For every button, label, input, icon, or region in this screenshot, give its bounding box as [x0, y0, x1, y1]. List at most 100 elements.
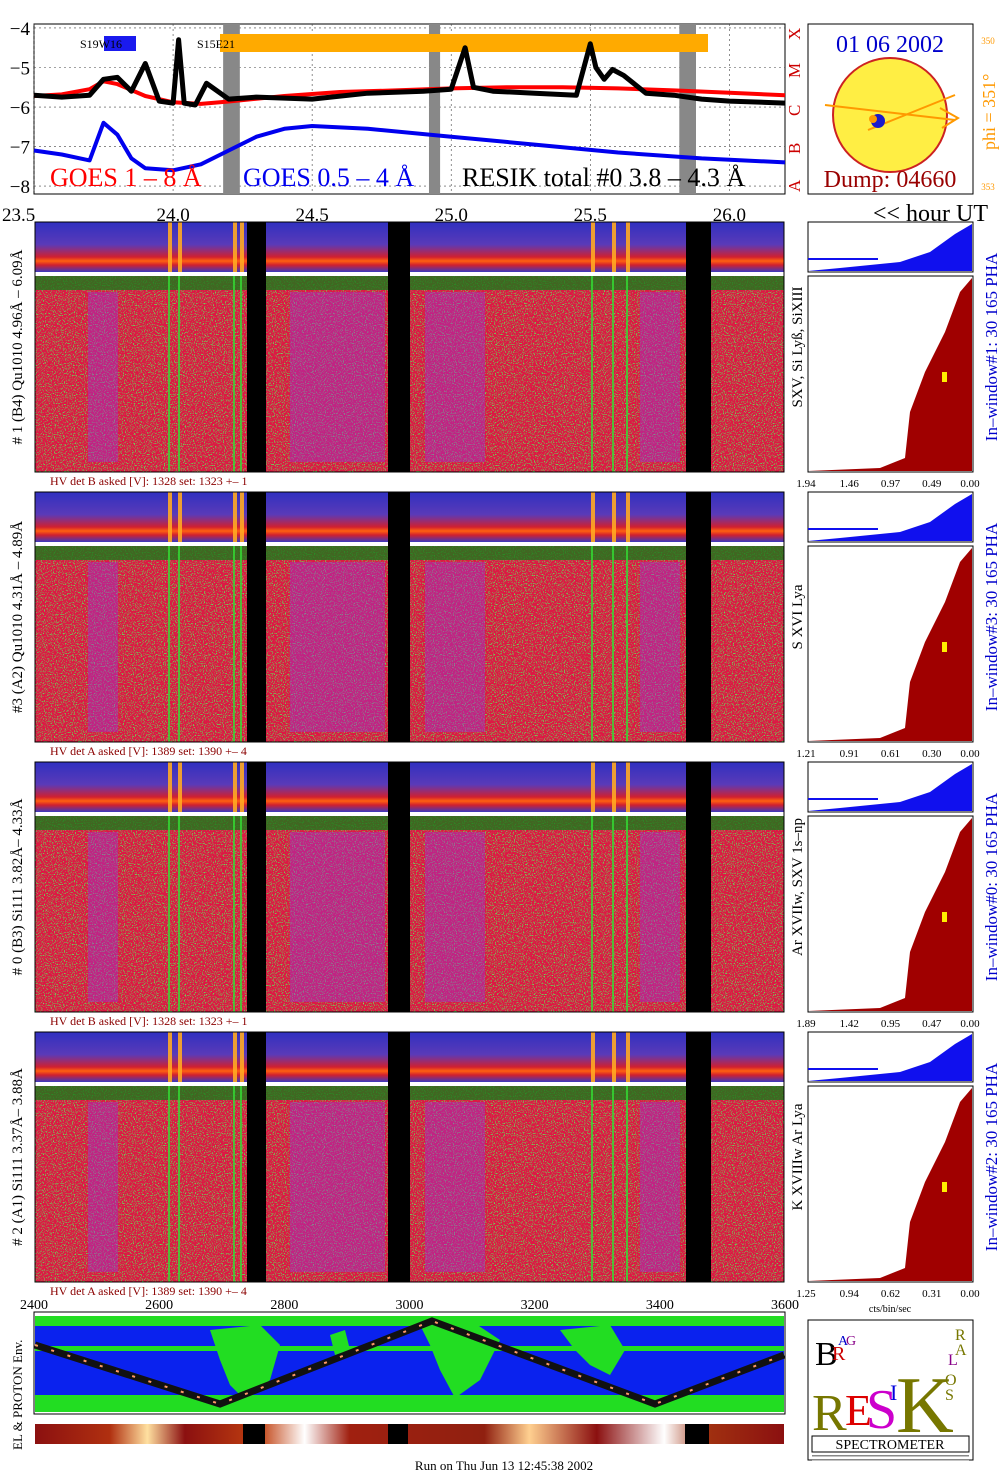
hv-status: HV det B asked [V]: 1328 set: 1323 +– 1: [50, 1014, 248, 1028]
data-gap: [388, 1032, 410, 1282]
flare-column: [233, 1032, 237, 1082]
data-gap: [388, 222, 410, 472]
detector-label: # 2 (A1) Si111 3.37Å– 3.88Å: [10, 1068, 26, 1246]
pha-marker: [942, 1182, 947, 1192]
orbit-tick-label: 3000: [396, 1298, 424, 1313]
pha-histogram: [808, 818, 972, 1011]
land-masses: [35, 1316, 784, 1412]
pha-x-label: cts/bin/sec: [869, 1304, 912, 1315]
hv-status: HV det A asked [V]: 1389 set: 1390 +– 4: [50, 744, 247, 758]
goes-class-a: A: [785, 179, 804, 192]
pha-tick-label: 0.47: [922, 1018, 942, 1030]
logo-letter-a2: A: [955, 1342, 967, 1359]
flare-column: [240, 762, 244, 812]
pha-tick-label: 0.94: [840, 1288, 860, 1300]
flare-column: [178, 222, 182, 272]
flare-label-2: S15E21: [197, 37, 235, 51]
logo-banner: [811, 1435, 970, 1453]
satellite-track: [33, 1317, 786, 1408]
logo-letter-s: S: [866, 1379, 897, 1441]
orbit-label: EL & PROTON Env.: [10, 1340, 25, 1450]
data-gap: [247, 762, 266, 1012]
intensity-band: [290, 832, 385, 1002]
logo-letter-r: R: [832, 1343, 846, 1365]
in-window-label: In–window#2: 30 165 PHA: [982, 1062, 1001, 1251]
logo-letter-a: A: [838, 1334, 849, 1349]
flare-column-low: [612, 816, 614, 1012]
flare-column-low: [178, 816, 180, 1012]
flare-label-1: S19W16: [80, 37, 122, 51]
logo-spectrometer-text: SPECTROMETER: [836, 1438, 946, 1453]
particle-gap-3: [685, 1424, 709, 1444]
lightcurve-series: [33, 37, 786, 173]
flare-column: [626, 222, 630, 272]
pha-tick-label: 0.30: [922, 748, 942, 760]
goes-class-x: X: [785, 28, 804, 40]
data-gap-band: [679, 24, 696, 194]
pha-small-histogram: [808, 494, 972, 541]
data-gap: [686, 492, 711, 742]
spectrogram-panel-0: HV det B asked [V]: 1328 set: 1323 +– 1 #…: [10, 221, 1001, 490]
pha-tick-label: 0.97: [881, 478, 901, 490]
flare-column: [612, 762, 616, 812]
y-tick-label: −4: [10, 19, 31, 40]
flare-column: [591, 222, 595, 272]
pha-tick-label: 0.61: [881, 748, 900, 760]
intensity-band: [88, 832, 118, 1002]
pha-tick-label: 1.94: [796, 478, 816, 490]
line-label: Ar XVIIw, SXV 1s–np: [790, 818, 806, 956]
x-tick-label: 24.5: [296, 205, 329, 226]
line-label: K XVIIIw Ar Lya: [790, 1103, 806, 1210]
in-window-label: In–window#0: 30 165 PHA: [982, 792, 1001, 981]
pha-tick-label: 0.00: [960, 1288, 980, 1300]
intensity-band: [640, 292, 680, 462]
pha-small-histogram: [808, 224, 972, 271]
legend-goes-05-4: GOES 0.5 – 4 Å: [243, 163, 414, 192]
x-tick-label: 23.5: [2, 205, 35, 226]
phi-tick-bottom: 353: [981, 182, 995, 192]
data-gap-band: [428, 24, 441, 194]
phi-arrow-icon: [939, 107, 960, 129]
flare-marker-2: [220, 34, 708, 52]
goes-lightcurve-plot: S19W16 S15E21 −4 −5 −6 −7 −8 23.5 24.0 24.5 25.0…: [2, 19, 988, 227]
logo-letter-o: O: [945, 1372, 957, 1389]
logo-letter-k: K: [896, 1362, 954, 1450]
observation-date: 01 06 2002: [836, 32, 944, 58]
flare-column-low: [233, 546, 235, 742]
in-window-label: In–window#1: 30 165 PHA: [982, 252, 1001, 441]
pha-small-spike: [808, 258, 878, 260]
particle-flux-bar: [35, 1424, 784, 1444]
run-footer: Run on Thu Jun 13 12:45:38 2002: [414, 1458, 594, 1473]
in-window-label: In–window#3: 30 165 PHA: [982, 522, 1001, 711]
flare-column: [591, 492, 595, 542]
intensity-band: [88, 1102, 118, 1272]
orbit-environment-panel: EL & PROTON Env. 2400 2600 2800 3000 3200 340…: [10, 1298, 799, 1450]
intensity-band: [425, 292, 485, 462]
bragg-resik-logo: B R A G R E S I K S O L A R SPECTROMETER: [807, 1319, 974, 1461]
phi-tick-top: 350: [981, 36, 995, 46]
pointing-marker-inner: [869, 115, 877, 123]
pha-tick-label: 1.42: [840, 1018, 859, 1030]
flare-marker-1: [104, 36, 136, 51]
detector-label: # 1 (B4) Qu1010 4.96Å – 6.09Å: [10, 249, 26, 444]
panel-frame: [34, 491, 785, 743]
y-tick-label: −8: [10, 177, 30, 198]
pha-small-spike: [808, 798, 878, 800]
lightcurve-title: RESIK total #0 3.8 – 4.3 Å: [462, 163, 745, 192]
orbit-tick-label: 2400: [20, 1298, 48, 1313]
pha-small-spike: [808, 528, 878, 530]
flare-column: [168, 762, 172, 812]
logo-letter-b: B: [815, 1336, 838, 1373]
flare-column: [612, 492, 616, 542]
flare-column: [591, 1032, 595, 1082]
goes-class-b: B: [785, 143, 804, 154]
data-gap: [686, 222, 711, 472]
flare-column: [591, 762, 595, 812]
data-gap: [686, 762, 711, 1012]
intensity-band: [425, 832, 485, 1002]
hv-status: HV det A asked [V]: 1389 set: 1390 +– 4: [50, 1284, 247, 1298]
panel-frame: [34, 1031, 785, 1283]
lightcurve-grid: [33, 24, 785, 194]
flare-column-low: [233, 276, 235, 472]
flare-column-low: [168, 546, 170, 742]
